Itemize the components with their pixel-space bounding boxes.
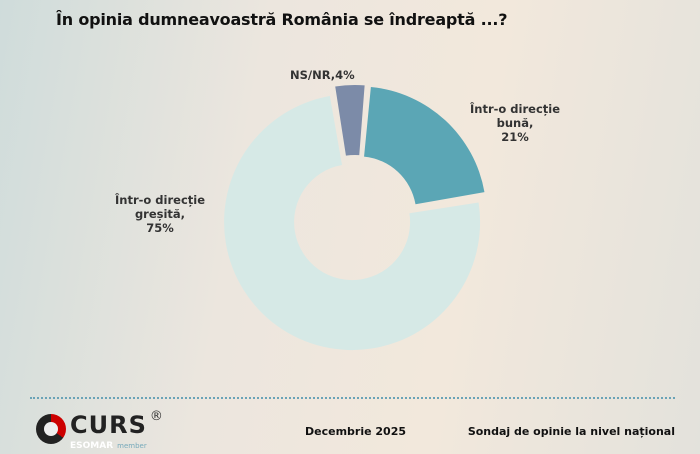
- chart-title: În opinia dumneavoastră România se îndre…: [56, 10, 508, 29]
- label-good-direction: Într-o direcție bună, 21%: [469, 102, 560, 144]
- slice-ns-nr: [335, 85, 365, 156]
- slice-good-direction: [364, 86, 485, 205]
- divider: [30, 397, 675, 399]
- label-wrong-direction: Într-o direcție greșită, 75%: [114, 193, 205, 235]
- label-ns-nr: NS/NR,4%: [290, 68, 355, 82]
- curs-logo-mark-icon: [36, 414, 66, 444]
- slice-wrong-direction: [224, 96, 481, 351]
- logo-text: CURS: [70, 411, 147, 439]
- footer-survey: Sondaj de opinie la nivel național: [467, 425, 675, 438]
- logo-esomar: ESOMAR: [70, 441, 114, 451]
- logo-member: member: [117, 442, 147, 450]
- footer-date: Decembrie 2025: [305, 425, 407, 438]
- registered-icon: ®: [149, 409, 163, 424]
